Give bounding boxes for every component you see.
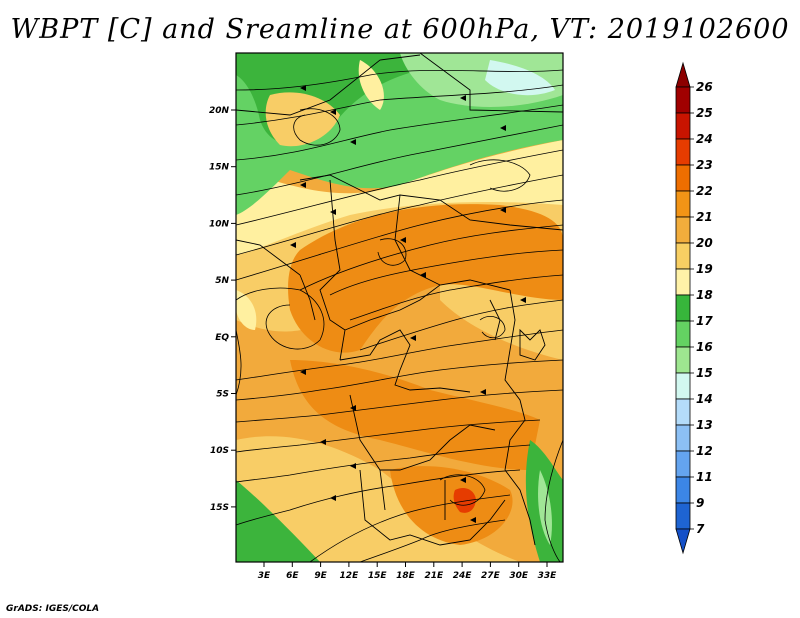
- borders: [236, 53, 563, 546]
- map-field: [236, 53, 563, 562]
- colorbar-label: 23: [696, 158, 713, 172]
- lat-tick-label: 5N: [215, 276, 229, 286]
- colorbar-label: 26: [696, 80, 713, 94]
- lon-tick-label: 27E: [481, 571, 501, 581]
- field-light-orange-northwest: [265, 92, 340, 147]
- grads-credit: GrADS: IGES/COLA: [6, 604, 100, 614]
- colorbar-swatch: [675, 190, 691, 218]
- colorbar-label: 24: [696, 132, 713, 146]
- lat-tick-label: 20N: [209, 106, 230, 116]
- colorbar-swatch: [675, 320, 691, 348]
- colorbar-swatch: [675, 424, 691, 452]
- colorbar-swatch: [675, 346, 691, 374]
- lat-tick-label: 10N: [209, 219, 230, 229]
- lon-tick-label: 24E: [453, 571, 473, 581]
- colorbar-label: 21: [696, 210, 713, 224]
- lat-tick-label: 15S: [210, 503, 229, 513]
- lon-tick-label: 6E: [286, 571, 299, 581]
- colorbar-swatch: [675, 372, 691, 400]
- colorbar-swatch: [675, 450, 691, 478]
- field-green-light-southeast: [538, 470, 552, 545]
- colorbar-swatch: [675, 242, 691, 270]
- field-dark-orange-core: [288, 204, 563, 353]
- colorbar-label: 19: [696, 262, 713, 276]
- colorbar-swatch: [675, 86, 691, 114]
- colorbar-label: 15: [696, 366, 713, 380]
- colorbar-label: 22: [696, 184, 713, 198]
- colorbar-label: 13: [696, 418, 713, 432]
- field-dark-orange-band: [290, 360, 540, 470]
- colorbar-swatch: [675, 476, 691, 504]
- colorbar-swatch: [675, 502, 691, 530]
- colorbar-swatch: [675, 112, 691, 140]
- colorbar-label: 7: [696, 522, 705, 536]
- colorbar-label: 17: [696, 314, 713, 328]
- field-pale-patch: [485, 60, 555, 96]
- colorbar-top-arrow: [675, 61, 691, 88]
- colorbar-label: 16: [696, 340, 713, 354]
- colorbar: 26 25 24 23 22 21 20 19 18 17 16 15 14 13 12 11 9 7: [675, 61, 713, 555]
- lat-tick-label: EQ: [215, 333, 229, 343]
- colorbar-label: 18: [696, 288, 713, 302]
- stream-arrows: [290, 85, 526, 523]
- streamlines: [236, 69, 563, 562]
- field-green-southwest: [236, 480, 320, 562]
- field-yellow-coast: [236, 290, 257, 330]
- colorbar-swatch: [675, 164, 691, 192]
- colorbar-label: 14: [696, 392, 713, 406]
- colorbar-swatch: [675, 138, 691, 166]
- colorbar-swatch: [675, 216, 691, 244]
- chart-title: WBPT [C] and Sreamline at 600hPa, VT: 20…: [10, 14, 790, 45]
- colorbar-bottom-arrow: [675, 528, 691, 555]
- lon-tick-label: 30E: [509, 571, 529, 581]
- colorbar-swatch: [675, 398, 691, 426]
- colorbar-label: 20: [696, 236, 713, 250]
- colorbar-label: 9: [696, 496, 704, 510]
- lon-tick-label: 18E: [396, 571, 416, 581]
- colorbar-swatch: [675, 294, 691, 322]
- lon-tick-label: 33E: [538, 571, 558, 581]
- lon-ticks: 3E 6E 9E 12E 15E 18E 21E 24E 27E 30E 33E: [258, 562, 557, 581]
- lon-tick-label: 12E: [340, 571, 360, 581]
- map-frame: [235, 52, 564, 563]
- lat-ticks: 20N 15N 10N 5N EQ 5S 10S 15S: [209, 106, 236, 513]
- lon-tick-label: 21E: [424, 571, 444, 581]
- colorbar-label: 25: [696, 106, 713, 120]
- field-hot-spot: [453, 488, 476, 513]
- colorbar-label: 12: [696, 444, 713, 458]
- lon-tick-label: 3E: [258, 571, 271, 581]
- lat-tick-label: 5S: [216, 390, 229, 400]
- colorbar-swatch: [675, 268, 691, 296]
- lon-tick-label: 15E: [368, 571, 388, 581]
- lat-tick-label: 15N: [209, 163, 230, 173]
- colorbar-label: 11: [696, 470, 713, 484]
- lat-tick-label: 10S: [210, 446, 229, 456]
- lon-tick-label: 9E: [314, 571, 327, 581]
- field-dark-orange-south: [390, 466, 513, 545]
